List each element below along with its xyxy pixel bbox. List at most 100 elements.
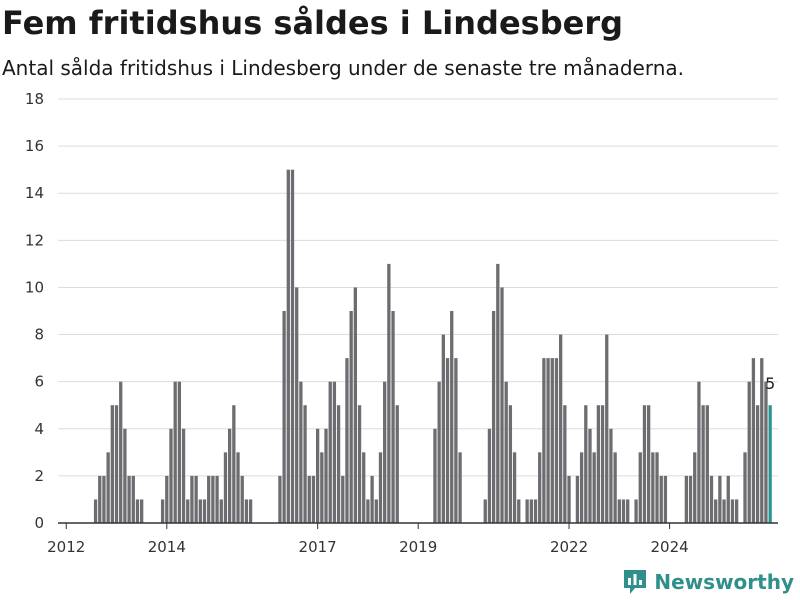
bar [575,475,580,523]
bar [282,311,286,523]
bar [617,499,621,523]
x-tick-label: 2024 [651,538,689,556]
newsworthy-logo-icon [624,570,647,594]
bar [483,499,487,523]
bar [324,428,328,523]
bar [315,428,320,523]
bar [663,475,668,523]
bar [525,499,529,523]
bar [726,475,730,523]
chart-subtitle: Antal sålda fritidshus i Lindesberg unde… [2,56,684,80]
bar [336,405,341,523]
bar [538,452,542,523]
bar [391,311,395,523]
chart-title: Fem fritidshus såldes i Lindesberg [2,4,623,42]
y-tick-label: 18 [25,90,44,108]
bar [693,452,697,523]
bar [236,452,240,523]
bar [219,499,223,523]
y-tick-label: 6 [34,373,44,391]
bar [659,475,663,523]
bar [165,475,169,523]
bar [529,499,533,523]
bar [307,475,311,523]
bar [433,428,437,523]
bar [454,358,458,523]
bar [366,499,370,523]
bar [278,475,282,523]
bar [584,405,588,523]
bar [232,405,236,523]
bar [634,499,638,523]
bar [613,452,617,523]
bar [647,405,651,523]
bar [743,452,747,523]
x-tick-label: 2017 [299,538,337,556]
bar [592,452,596,523]
bar [768,405,772,523]
x-tick-label: 2019 [399,538,437,556]
bar [550,358,554,523]
bar [642,405,647,523]
y-tick-label: 16 [25,137,44,155]
bar [496,263,500,523]
bar [508,405,513,523]
bar [395,405,399,523]
y-tick-label: 0 [34,514,44,532]
bar [215,475,219,523]
bar [730,499,735,523]
bar [207,475,211,523]
bar [127,475,131,523]
bar [567,475,571,523]
bar [563,405,567,523]
bar [450,311,454,523]
bar [295,287,299,523]
x-tick-label: 2012 [47,538,85,556]
bar [362,452,366,523]
bar [609,428,613,523]
bar [98,475,102,523]
bar [299,381,303,523]
bar [169,428,173,523]
brand-logo: Newsworthy [622,568,794,596]
last-value-label: 5 [765,374,775,393]
bar [500,287,504,523]
bar [554,358,559,523]
bar [626,499,630,523]
bar [596,405,601,523]
bar [764,381,768,523]
bar [345,358,349,523]
bar [244,499,249,523]
bar [458,452,462,523]
bar [559,334,563,523]
bar [332,381,337,523]
bar [106,452,110,523]
bar [211,475,215,523]
bar [504,381,508,523]
bar [512,452,517,523]
bar [605,334,609,523]
bar [123,428,127,523]
brand-name: Newsworthy [654,570,794,594]
bar [751,358,756,523]
bar [353,287,357,523]
bar [600,405,605,523]
bar [697,381,701,523]
bar [160,499,165,523]
bar [102,475,106,523]
bar [119,381,123,523]
bar [651,452,655,523]
y-tick-label: 2 [34,467,44,485]
bar [441,334,445,523]
bar [579,452,584,523]
bar [638,452,642,523]
bar [190,475,194,523]
bar [357,405,362,523]
bar [110,405,114,523]
bar [223,452,228,523]
bar [718,475,722,523]
bar [341,475,345,523]
bar [747,381,751,523]
bar [186,499,190,523]
